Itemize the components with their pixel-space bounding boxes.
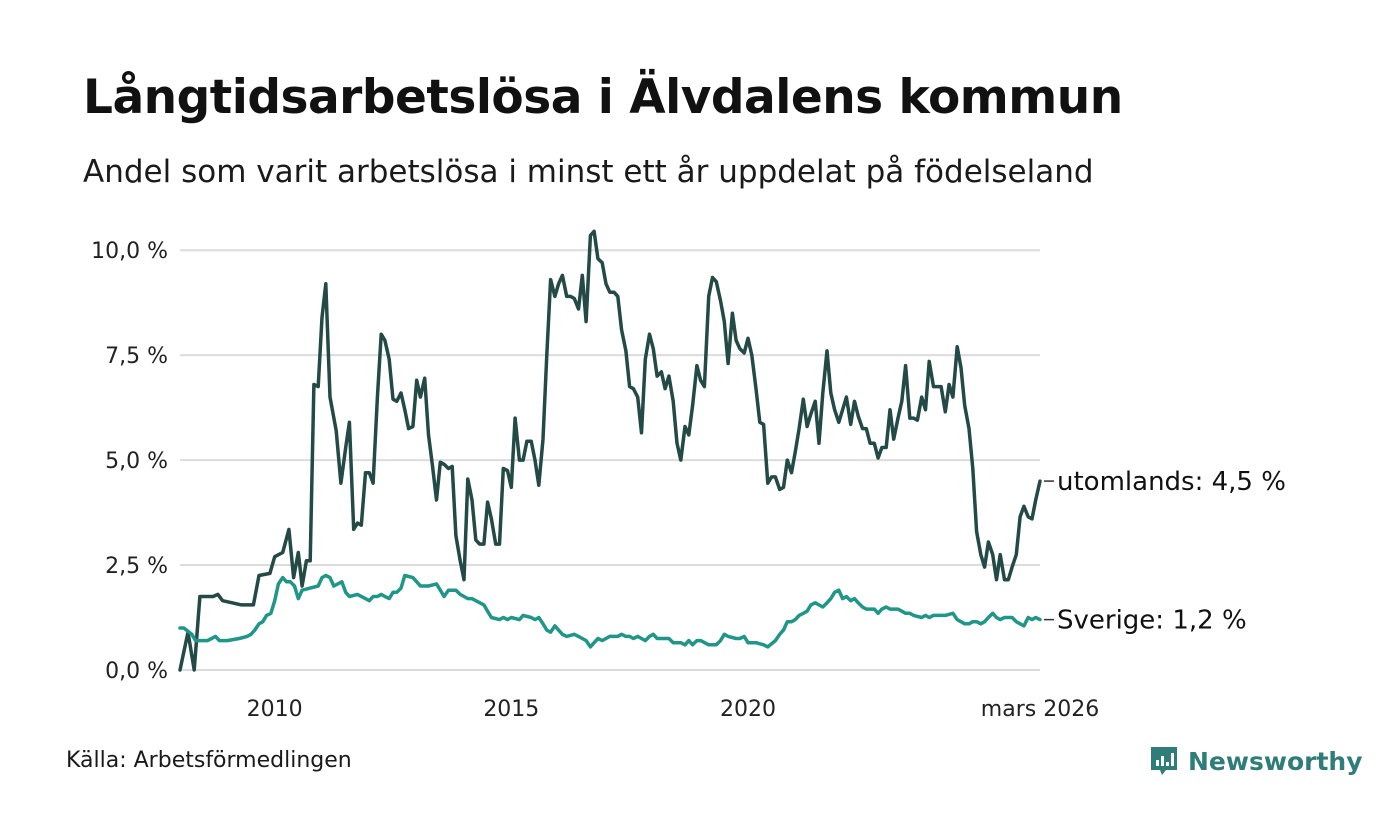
chart-subtitle: Andel som varit arbetslösa i minst ett å… [83, 154, 1094, 190]
x-tick-label: 2010 [247, 697, 303, 722]
y-axis-tick-labels: 0,0 % 2,5 % 5,0 % 7,5 % 10,0 % [91, 239, 168, 684]
y-tick-label: 10,0 % [91, 239, 168, 264]
y-tick-label: 2,5 % [105, 554, 168, 579]
source-note: Källa: Arbetsförmedlingen [66, 748, 352, 773]
y-tick-label: 0,0 % [105, 659, 168, 684]
brand-name: Newsworthy [1188, 746, 1363, 776]
y-tick-label: 7,5 % [105, 344, 168, 369]
x-tick-label: 2015 [483, 697, 539, 722]
grid-lines [180, 249, 1040, 671]
line-chart: 0,0 % 2,5 % 5,0 % 7,5 % 10,0 % 2010 2015 2020 m… [91, 229, 1286, 722]
y-tick-label: 5,0 % [105, 449, 168, 474]
end-label-utomlands: utomlands: 4,5 % [1057, 467, 1286, 497]
series-line-utomlands [178, 229, 1042, 672]
series-lines [178, 229, 1042, 672]
newsworthy-logo-icon [1151, 747, 1177, 775]
x-tick-label: mars 2026 [981, 697, 1099, 722]
chart-title: Långtidsarbetslösa i Älvdalens kommun [83, 70, 1123, 125]
series-end-labels: utomlands: 4,5 % Sverige: 1,2 % [1044, 467, 1286, 636]
x-tick-label: 2020 [720, 697, 776, 722]
brand-logo: Newsworthy [1148, 744, 1363, 778]
series-line-sverige [178, 573, 1042, 649]
x-axis-tick-labels: 2010 2015 2020 mars 2026 [247, 697, 1100, 722]
end-label-sverige: Sverige: 1,2 % [1057, 606, 1247, 636]
